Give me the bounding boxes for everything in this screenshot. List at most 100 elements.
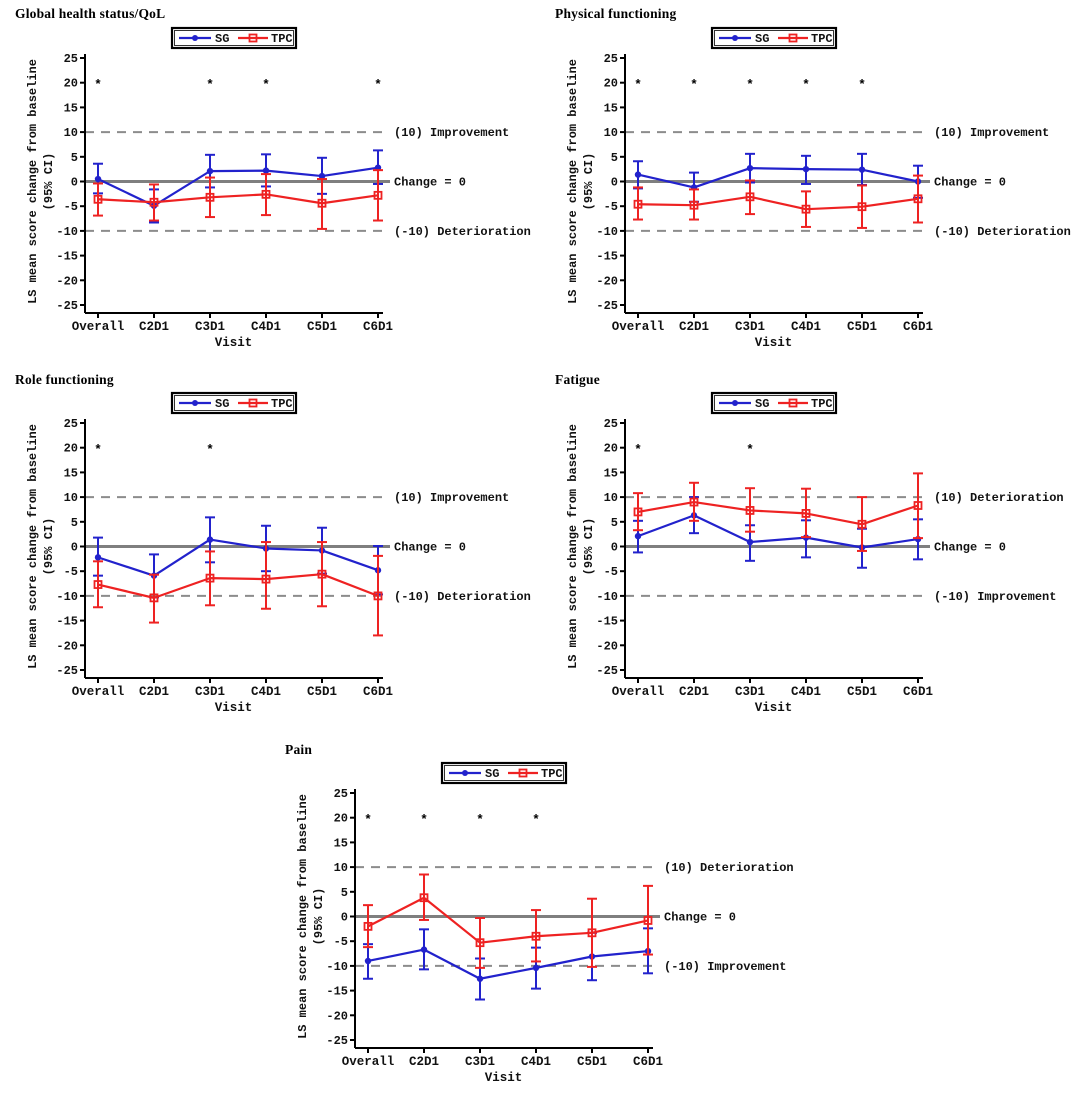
svg-text:(95% CI): (95% CI) — [582, 153, 596, 211]
svg-text:-10: -10 — [56, 225, 78, 239]
svg-text:C2D1: C2D1 — [139, 685, 169, 699]
reference-annotations: (10) Deterioration Change = 0 (-10) Improv… — [664, 861, 794, 974]
svg-text:-20: -20 — [596, 639, 618, 653]
svg-text:Overall: Overall — [342, 1055, 395, 1069]
svg-text:15: 15 — [604, 101, 618, 115]
svg-text:C4D1: C4D1 — [521, 1055, 551, 1069]
series-SG — [93, 149, 383, 224]
svg-text:-15: -15 — [56, 615, 78, 629]
reference-annotations: (10) Improvement Change = 0 (-10) Deterior… — [934, 126, 1071, 239]
panel-fatigue: Fatigue 25 20 15 10 5 0 -5 -10 -15 -20 -25 Overall C… — [540, 360, 1080, 725]
reference-lines — [85, 131, 390, 232]
legend: SG TPC — [170, 26, 298, 50]
svg-text:0: 0 — [71, 176, 78, 190]
svg-text:5: 5 — [71, 151, 78, 165]
svg-text:SG: SG — [755, 397, 769, 411]
axes: 25 20 15 10 5 0 -5 -10 -15 -20 -25 Overall C2D1 C3D1 C… — [26, 417, 393, 715]
svg-text:C3D1: C3D1 — [195, 685, 225, 699]
svg-text:10: 10 — [604, 491, 618, 505]
legend: SG TPC — [170, 391, 298, 415]
svg-text:Change = 0: Change = 0 — [934, 176, 1006, 190]
svg-text:-10: -10 — [56, 590, 78, 604]
svg-text:*: * — [634, 443, 642, 458]
panel-pain: Pain 25 20 15 10 5 0 -5 -10 -15 -20 -25 Overall C2D1… — [270, 730, 810, 1095]
panel-physical-functioning: Physical functioning 25 20 15 10 5 0 -5 -10 -15 -… — [540, 0, 1080, 360]
svg-text:*: * — [634, 78, 642, 93]
svg-text:-20: -20 — [596, 274, 618, 288]
svg-text:C4D1: C4D1 — [251, 685, 281, 699]
svg-text:*: * — [94, 443, 102, 458]
svg-text:C6D1: C6D1 — [903, 320, 933, 334]
svg-text:SG: SG — [215, 32, 229, 46]
svg-text:Change = 0: Change = 0 — [394, 541, 466, 555]
svg-text:25: 25 — [334, 787, 348, 801]
svg-text:25: 25 — [64, 417, 78, 431]
svg-text:C5D1: C5D1 — [847, 320, 877, 334]
svg-text:5: 5 — [71, 516, 78, 530]
svg-text:LS mean score change from base: LS mean score change from baseline — [26, 424, 40, 669]
series-SG — [93, 516, 383, 599]
chart-canvas: 25 20 15 10 5 0 -5 -10 -15 -20 -25 Overall C2D1 C3D1 C… — [566, 391, 1064, 715]
axes: 25 20 15 10 5 0 -5 -10 -15 -20 -25 Overall C2D1 C3D1 C… — [566, 417, 933, 715]
svg-text:*: * — [262, 78, 270, 93]
series-TPC — [363, 873, 653, 969]
svg-text:-15: -15 — [596, 615, 618, 629]
svg-text:C5D1: C5D1 — [577, 1055, 607, 1069]
reference-lines — [85, 496, 390, 597]
svg-text:LS mean score change from base: LS mean score change from baseline — [26, 59, 40, 304]
axes: 25 20 15 10 5 0 -5 -10 -15 -20 -25 Overall C2D1 C3D1 C… — [26, 52, 393, 350]
svg-text:0: 0 — [341, 911, 348, 925]
series-TPC — [633, 174, 923, 229]
svg-text:25: 25 — [64, 52, 78, 66]
svg-text:*: * — [690, 78, 698, 93]
svg-text:15: 15 — [604, 466, 618, 480]
series-TPC — [93, 541, 383, 637]
svg-text:C6D1: C6D1 — [633, 1055, 663, 1069]
svg-text:TPC: TPC — [271, 397, 293, 411]
svg-text:10: 10 — [604, 126, 618, 140]
panel-global-health-status-qol: Global health status/QoL 25 20 15 10 5 0 -5 -10… — [0, 0, 540, 360]
svg-text:Visit: Visit — [215, 701, 253, 715]
svg-text:TPC: TPC — [541, 767, 563, 781]
legend: SG TPC — [710, 391, 838, 415]
svg-text:(95% CI): (95% CI) — [42, 153, 56, 211]
svg-text:-5: -5 — [64, 200, 78, 214]
panel-title: Physical functioning — [555, 6, 677, 21]
svg-text:0: 0 — [611, 541, 618, 555]
svg-text:-25: -25 — [596, 664, 618, 678]
svg-text:TPC: TPC — [811, 397, 833, 411]
svg-text:(10) Improvement: (10) Improvement — [394, 491, 509, 505]
svg-text:LS mean score change from base: LS mean score change from baseline — [566, 59, 580, 304]
svg-text:(10) Improvement: (10) Improvement — [934, 126, 1049, 140]
svg-text:-20: -20 — [56, 639, 78, 653]
svg-text:20: 20 — [604, 77, 618, 91]
svg-text:C6D1: C6D1 — [363, 685, 393, 699]
svg-text:C2D1: C2D1 — [139, 320, 169, 334]
svg-text:Change = 0: Change = 0 — [394, 176, 466, 190]
svg-text:-25: -25 — [56, 299, 78, 313]
svg-text:SG: SG — [485, 767, 499, 781]
significance-asterisks: * * — [94, 443, 214, 458]
svg-text:(95% CI): (95% CI) — [582, 518, 596, 576]
svg-text:-20: -20 — [56, 274, 78, 288]
svg-text:LS mean score change from base: LS mean score change from baseline — [296, 794, 310, 1039]
svg-text:*: * — [94, 78, 102, 93]
svg-text:C3D1: C3D1 — [465, 1055, 495, 1069]
chart-canvas: 25 20 15 10 5 0 -5 -10 -15 -20 -25 Overall C2D1 C3D1 C… — [566, 26, 1071, 350]
svg-text:*: * — [746, 443, 754, 458]
significance-asterisks: * * * * * — [634, 78, 866, 93]
svg-text:C5D1: C5D1 — [847, 685, 877, 699]
svg-text:-15: -15 — [596, 250, 618, 264]
svg-text:-5: -5 — [604, 200, 618, 214]
svg-text:SG: SG — [215, 397, 229, 411]
svg-text:15: 15 — [64, 466, 78, 480]
reference-lines — [625, 131, 930, 232]
svg-text:5: 5 — [611, 516, 618, 530]
chart-canvas: 25 20 15 10 5 0 -5 -10 -15 -20 -25 Overall C2D1 C3D1 C… — [26, 391, 531, 715]
svg-text:-25: -25 — [596, 299, 618, 313]
panel-title: Fatigue — [555, 372, 600, 387]
panel-title: Global health status/QoL — [15, 6, 166, 21]
svg-text:(95% CI): (95% CI) — [312, 888, 326, 946]
svg-text:Visit: Visit — [755, 701, 793, 715]
